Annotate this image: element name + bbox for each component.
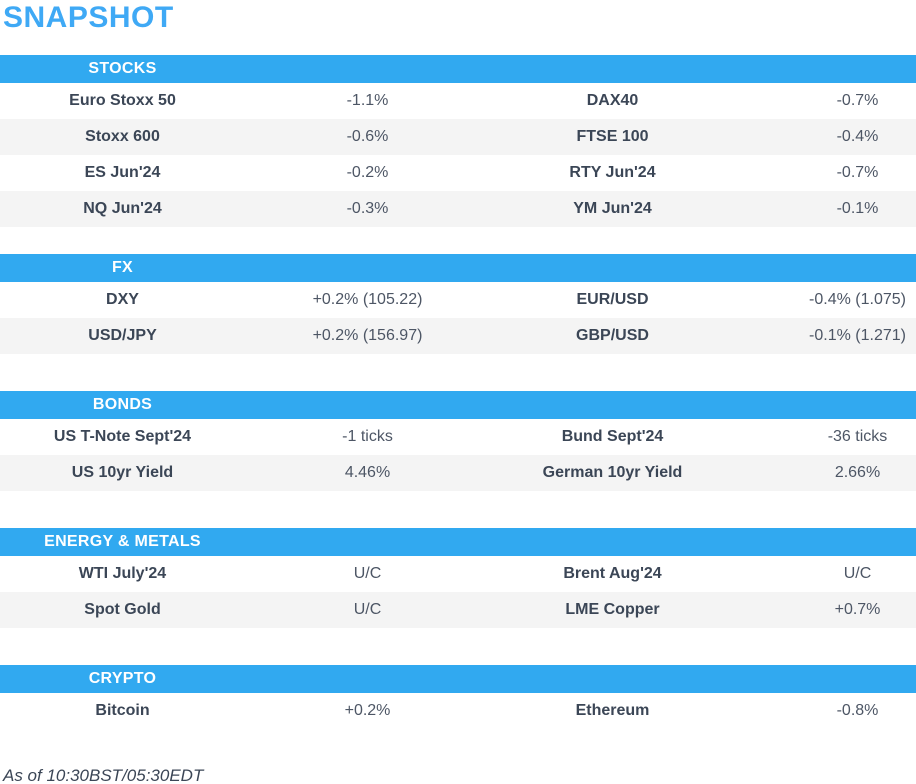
instrument-label: FTSE 100 (576, 128, 649, 145)
instrument-label: Spot Gold (84, 601, 161, 618)
instrument-label: US 10yr Yield (71, 464, 174, 481)
table-row: US 10yr Yield 4.46% German 10yr Yield 2.66% (0, 455, 916, 491)
table-header: STOCKS (0, 55, 916, 83)
table-header: BONDS (0, 391, 916, 419)
instrument-value: -0.3% (346, 200, 389, 217)
table-header: CRYPTO (0, 665, 916, 693)
instrument-value: U/C (353, 565, 382, 582)
instrument-value: -0.1% (1.271) (809, 327, 906, 344)
table-header: FX (0, 254, 916, 282)
instrument-value: -0.1% (836, 200, 879, 217)
instrument-label: WTI July'24 (78, 565, 167, 582)
instrument-value: +0.2% (344, 702, 391, 719)
instrument-value: +0.2% (156.97) (312, 327, 423, 344)
section-title: CRYPTO (88, 670, 157, 687)
table-row: USD/JPY +0.2% (156.97) GBP/USD -0.1% (1.271… (0, 318, 916, 354)
instrument-value: 2.66% (834, 464, 881, 481)
instrument-value: -0.4% (1.075) (809, 291, 906, 308)
instrument-value: U/C (353, 601, 382, 618)
instrument-value: -0.4% (836, 128, 879, 145)
market-table-stocks: STOCKS Euro Stoxx 50 -1.1% DAX40 -0.7% Stoxx … (0, 55, 916, 227)
instrument-label: DAX40 (586, 92, 639, 109)
instrument-label: YM Jun'24 (573, 200, 652, 217)
instrument-label: Bund Sept'24 (561, 428, 664, 445)
instrument-value: -36 ticks (827, 428, 888, 445)
instrument-label: US T-Note Sept'24 (53, 428, 192, 445)
instrument-label: GBP/USD (576, 327, 649, 344)
table-header: ENERGY & METALS (0, 528, 916, 556)
instrument-value: -0.6% (346, 128, 389, 145)
table-row: US T-Note Sept'24 -1 ticks Bund Sept'24 -36… (0, 419, 916, 455)
table-row: Bitcoin +0.2% Ethereum -0.8% (0, 693, 916, 729)
table-row: WTI July'24 U/C Brent Aug'24 U/C (0, 556, 916, 592)
instrument-value: 4.46% (344, 464, 391, 481)
instrument-label: LME Copper (565, 601, 660, 618)
page-title: SNAPSHOT (3, 1, 174, 34)
table-row: DXY +0.2% (105.22) EUR/USD -0.4% (1.075) (0, 282, 916, 318)
instrument-label: EUR/USD (576, 291, 649, 308)
instrument-label: Brent Aug'24 (563, 565, 662, 582)
instrument-label: Ethereum (575, 702, 650, 719)
instrument-value: -0.2% (346, 164, 389, 181)
instrument-value: -0.7% (836, 92, 879, 109)
instrument-label: Euro Stoxx 50 (69, 92, 176, 109)
market-tables: STOCKS Euro Stoxx 50 -1.1% DAX40 -0.7% Stoxx … (0, 55, 916, 729)
instrument-label: Stoxx 600 (85, 128, 160, 145)
instrument-label: USD/JPY (88, 327, 157, 344)
instrument-value: -0.8% (836, 702, 879, 719)
timestamp-note: As of 10:30BST/05:30EDT (3, 766, 204, 784)
instrument-value: -1.1% (346, 92, 389, 109)
table-row: Euro Stoxx 50 -1.1% DAX40 -0.7% (0, 83, 916, 119)
instrument-label: RTY Jun'24 (569, 164, 656, 181)
table-row: Stoxx 600 -0.6% FTSE 100 -0.4% (0, 119, 916, 155)
section-title: ENERGY & METALS (44, 533, 201, 550)
table-row: ES Jun'24 -0.2% RTY Jun'24 -0.7% (0, 155, 916, 191)
market-table-bonds: BONDS US T-Note Sept'24 -1 ticks Bund Sept'… (0, 391, 916, 491)
instrument-label: NQ Jun'24 (83, 200, 162, 217)
section-title: BONDS (92, 396, 153, 413)
instrument-label: German 10yr Yield (542, 464, 683, 481)
instrument-value: -1 ticks (342, 428, 393, 445)
instrument-label: DXY (106, 291, 139, 308)
market-table-crypto: CRYPTO Bitcoin +0.2% Ethereum -0.8% (0, 665, 916, 729)
table-row: NQ Jun'24 -0.3% YM Jun'24 -0.1% (0, 191, 916, 227)
instrument-label: Bitcoin (95, 702, 150, 719)
market-table-energy-metals: ENERGY & METALS WTI July'24 U/C Brent Aug'2… (0, 528, 916, 628)
instrument-value: +0.2% (105.22) (312, 291, 423, 308)
table-row: Spot Gold U/C LME Copper +0.7% (0, 592, 916, 628)
section-title: FX (111, 259, 134, 276)
instrument-label: ES Jun'24 (84, 164, 161, 181)
instrument-value: +0.7% (834, 601, 881, 618)
section-title: STOCKS (88, 60, 157, 77)
instrument-value: U/C (843, 565, 872, 582)
market-table-fx: FX DXY +0.2% (105.22) EUR/USD -0.4% (1.075) U… (0, 254, 916, 354)
instrument-value: -0.7% (836, 164, 879, 181)
